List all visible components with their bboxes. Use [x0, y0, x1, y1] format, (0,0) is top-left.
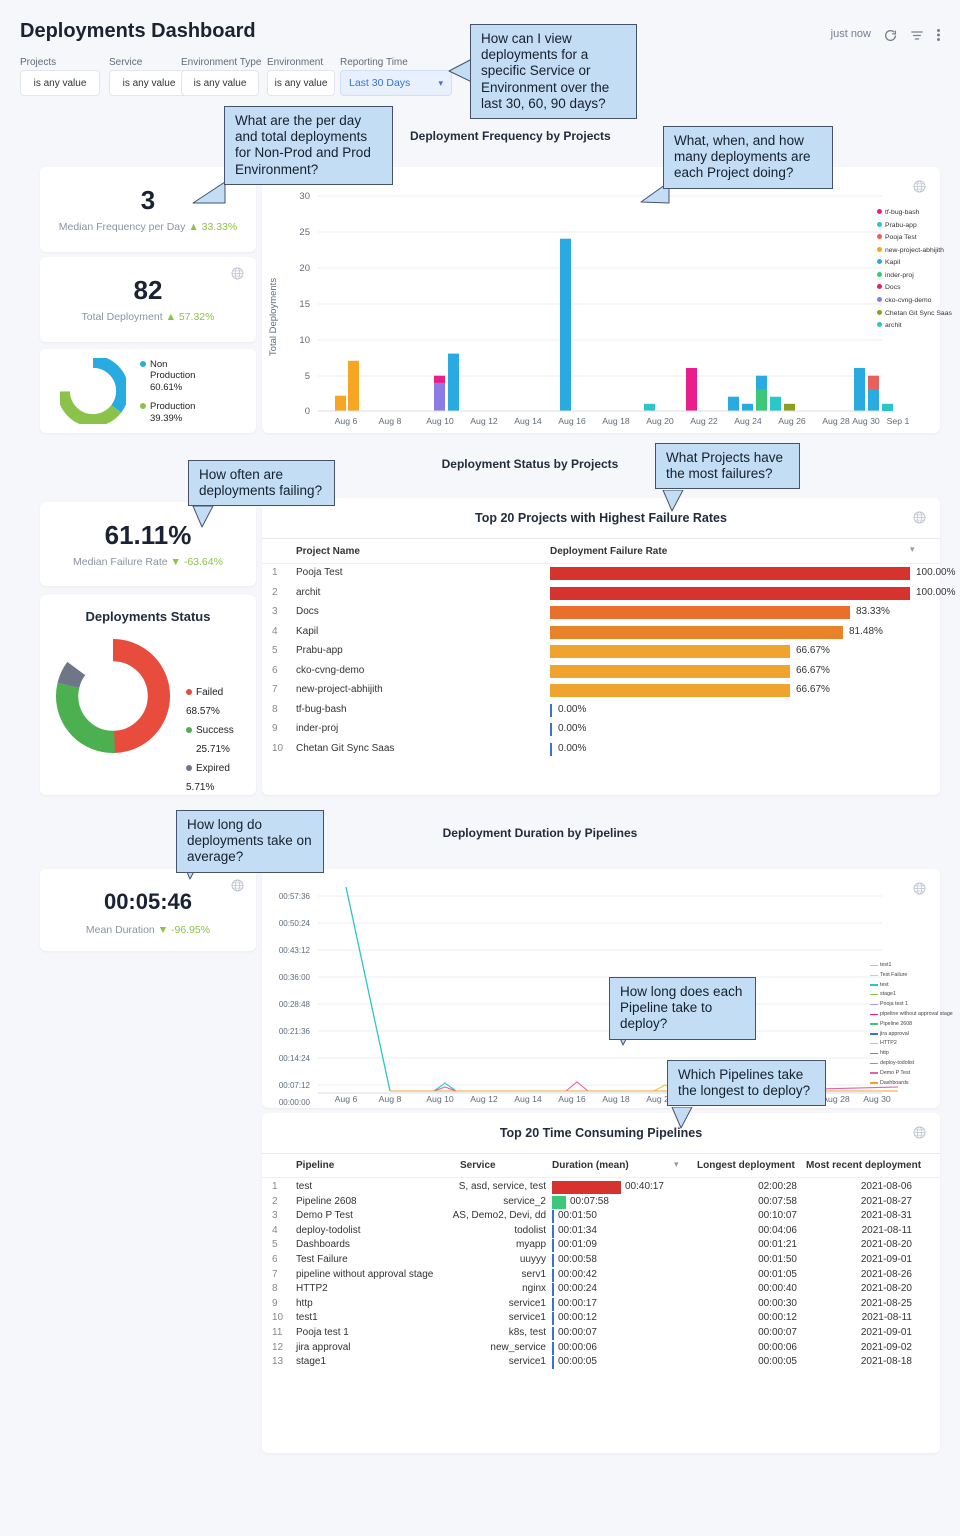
svg-text:00:57:36: 00:57:36: [279, 892, 311, 901]
svg-text:0: 0: [305, 406, 310, 417]
svg-text:Aug 28: Aug 28: [822, 416, 850, 426]
svg-text:Aug 12: Aug 12: [470, 1094, 498, 1104]
svg-text:Aug 18: Aug 18: [602, 416, 630, 426]
svg-text:00:36:00: 00:36:00: [279, 973, 311, 982]
svg-text:Aug 8: Aug 8: [379, 1094, 402, 1104]
svg-text:Aug 16: Aug 16: [558, 416, 586, 426]
svg-text:Sep 1: Sep 1: [887, 416, 910, 426]
svg-text:Aug 8: Aug 8: [379, 416, 402, 426]
svg-text:Aug 20: Aug 20: [646, 416, 674, 426]
svg-text:25: 25: [299, 227, 310, 238]
svg-text:30: 30: [299, 191, 310, 202]
svg-text:Aug 14: Aug 14: [514, 416, 542, 426]
svg-text:Aug 10: Aug 10: [426, 1094, 454, 1104]
svg-text:Aug 16: Aug 16: [558, 1094, 586, 1104]
svg-text:Aug 6: Aug 6: [335, 1094, 358, 1104]
svg-text:Aug 10: Aug 10: [426, 416, 454, 426]
svg-text:15: 15: [299, 299, 310, 310]
svg-text:Aug 28: Aug 28: [822, 1094, 850, 1104]
svg-text:00:14:24: 00:14:24: [279, 1054, 311, 1063]
svg-text:20: 20: [299, 263, 310, 274]
svg-text:Aug 12: Aug 12: [470, 416, 498, 426]
svg-text:Aug 30: Aug 30: [852, 416, 880, 426]
svg-text:Aug 24: Aug 24: [734, 416, 762, 426]
svg-text:Aug 30: Aug 30: [863, 1094, 891, 1104]
svg-text:00:07:12: 00:07:12: [279, 1081, 311, 1090]
svg-text:Aug 18: Aug 18: [602, 1094, 630, 1104]
svg-text:Aug 22: Aug 22: [690, 416, 718, 426]
svg-text:Aug 6: Aug 6: [335, 416, 358, 426]
svg-text:00:50:24: 00:50:24: [279, 919, 311, 928]
svg-text:Aug 14: Aug 14: [514, 1094, 542, 1104]
svg-text:00:00:00: 00:00:00: [279, 1098, 311, 1107]
svg-text:Total Deployments: Total Deployments: [268, 278, 279, 356]
svg-text:00:21:36: 00:21:36: [279, 1027, 311, 1036]
svg-text:10: 10: [299, 335, 310, 346]
svg-text:00:28:48: 00:28:48: [279, 1000, 311, 1009]
svg-text:Aug 26: Aug 26: [778, 416, 806, 426]
svg-text:5: 5: [305, 371, 310, 382]
svg-text:00:43:12: 00:43:12: [279, 946, 311, 955]
